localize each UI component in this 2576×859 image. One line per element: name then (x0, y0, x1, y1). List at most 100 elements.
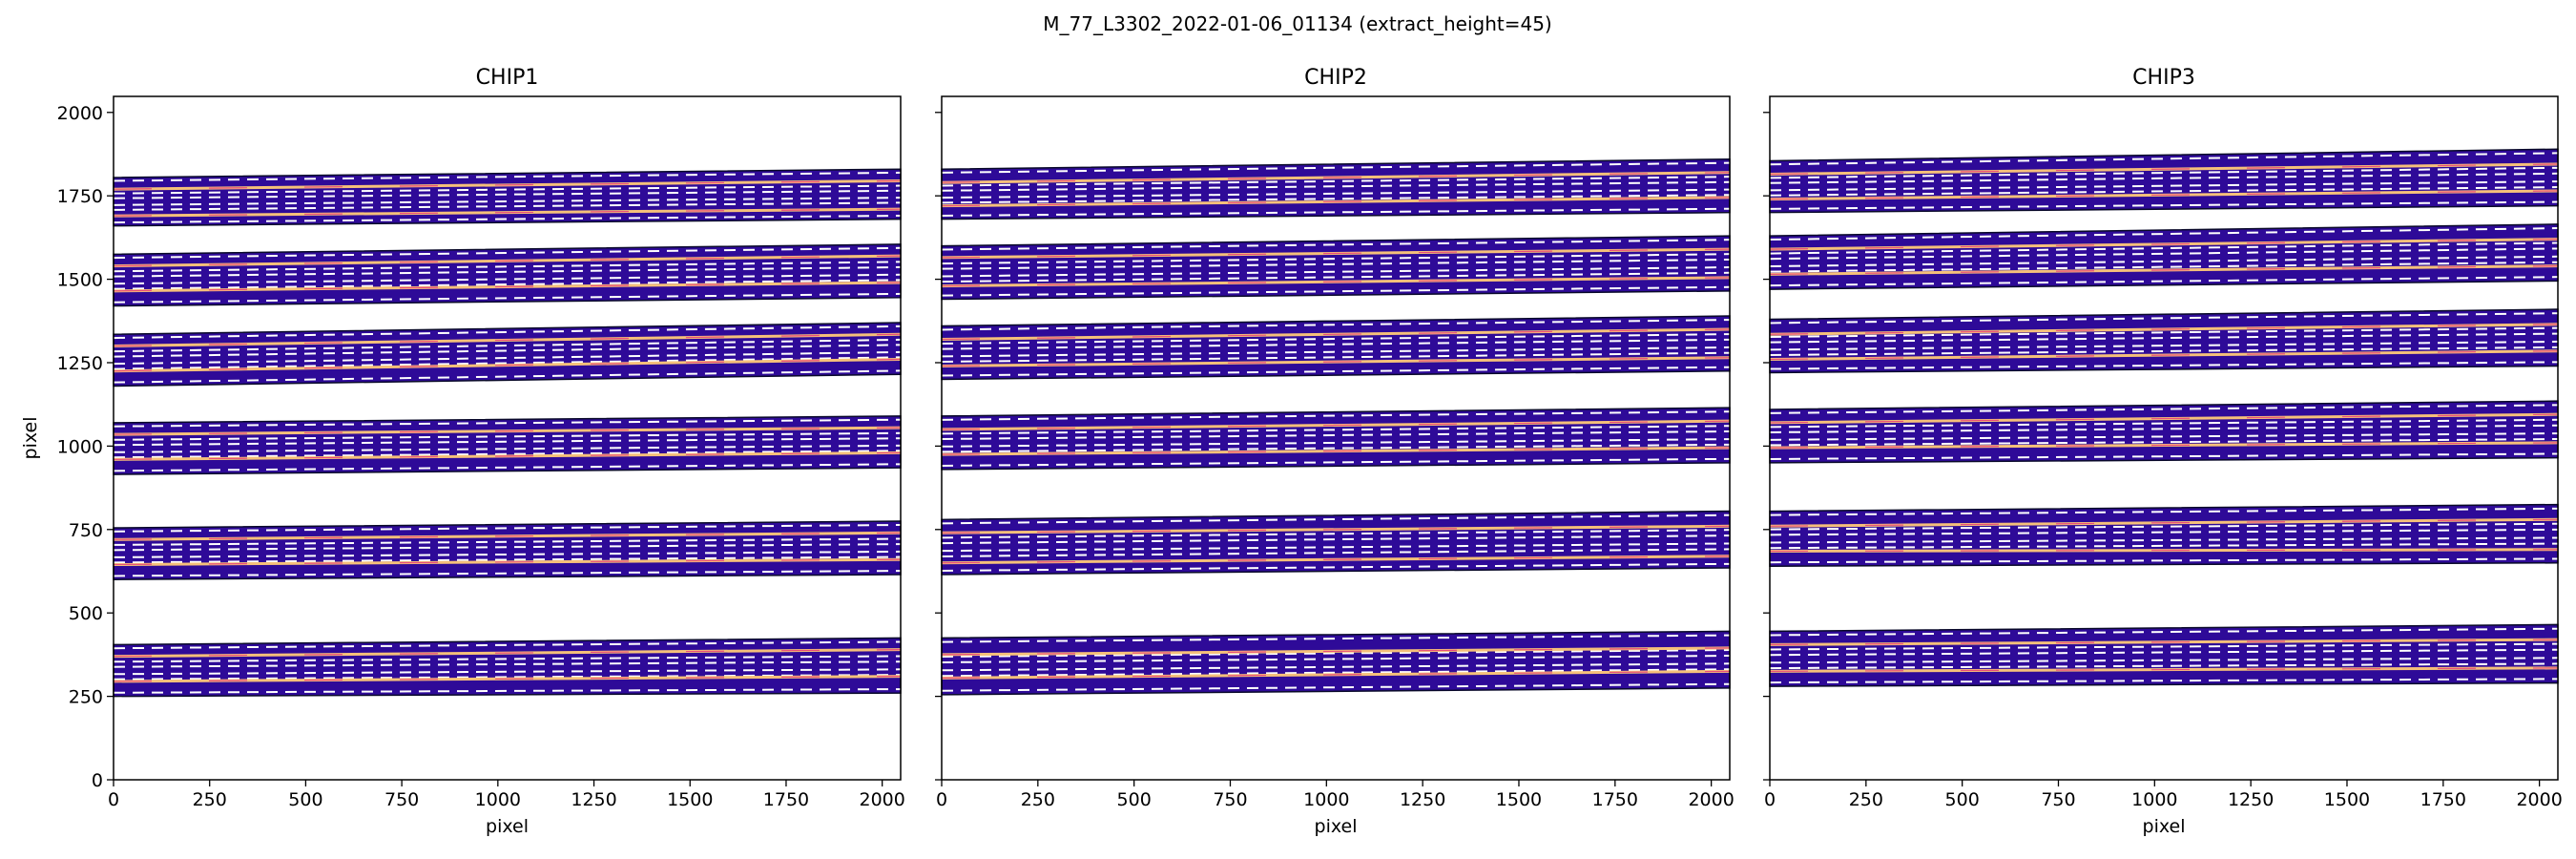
order-band (113, 168, 902, 227)
trace-center-line (113, 451, 902, 460)
extraction-edge-line (113, 261, 902, 273)
axes-frame (113, 95, 902, 781)
extraction-edge-line (113, 369, 902, 384)
trace-center-line (1769, 265, 2559, 275)
extraction-edge-line (113, 273, 902, 285)
extraction-edge-line (1769, 332, 2559, 344)
extraction-edge-line (113, 356, 902, 370)
extraction-edge-line (1769, 627, 2559, 637)
y-tick-label: 1000 (57, 436, 103, 457)
chip-panel-1: CHIP1 0 250 500 750 1000 1250 1500 1750 2000 0 250 5… (20, 66, 905, 837)
extraction-edge-line (941, 207, 1731, 217)
chip-panel-3: CHIP3 0 250 500 750 1000 1250 1500 1750 2000 pixel (1763, 66, 2563, 837)
x-tick-label: 1000 (2131, 789, 2177, 810)
trace-center-line (113, 179, 902, 190)
x-tick-label: 2000 (859, 789, 904, 810)
order-band (941, 510, 1731, 576)
extraction-edge-line (113, 570, 902, 577)
x-tick-label: 1500 (2324, 789, 2370, 810)
extraction-edge-line (941, 529, 1731, 539)
extraction-edge-line (113, 437, 902, 447)
x-tick-label: 1000 (1303, 789, 1349, 810)
extraction-edge-line (113, 171, 902, 182)
chip-title: CHIP2 (1304, 66, 1367, 90)
extraction-edge-line (941, 285, 1731, 297)
x-tick-label: 500 (1117, 789, 1152, 810)
trace-center-line (1769, 190, 2559, 200)
extraction-edge-line (941, 366, 1731, 377)
order-band (113, 322, 902, 388)
x-tick-label: 0 (1764, 789, 1776, 810)
extraction-edge-line (113, 523, 902, 533)
trace-center-line (941, 555, 1731, 564)
extraction-edge-line (1769, 346, 2559, 357)
trace-center-line (1769, 324, 2559, 335)
extraction-edge-line (941, 513, 1731, 525)
extraction-edge-line (1769, 180, 2559, 192)
order-band (1769, 223, 2559, 290)
extraction-edge-line (113, 214, 902, 224)
x-tick-label: 750 (1213, 789, 1247, 810)
extraction-edge-line (113, 463, 902, 472)
extraction-edge-line (941, 194, 1731, 204)
y-tick-label: 1500 (57, 270, 103, 291)
extraction-edge-line (1769, 432, 2559, 441)
extraction-edge-line (941, 319, 1731, 331)
extraction-edge-line (113, 543, 902, 552)
extraction-edge-line (941, 180, 1731, 192)
order-band (941, 315, 1731, 381)
trace-center-line (113, 358, 902, 372)
extraction-edge-line (113, 674, 902, 681)
trace-center-line (1769, 667, 2559, 672)
order-band (113, 415, 902, 475)
extraction-edge-line (1769, 648, 2559, 657)
extraction-edge-line (1769, 340, 2559, 351)
extraction-edge-line (113, 537, 902, 546)
x-tick-label: 1750 (2420, 789, 2466, 810)
extraction-edge-line (113, 418, 902, 428)
order-band (1769, 503, 2559, 568)
extraction-edge-line (941, 542, 1731, 553)
trace-center-line (113, 676, 902, 682)
order-band (941, 630, 1731, 696)
extraction-edge-line (1769, 528, 2559, 536)
y-axis-label: pixel (20, 417, 41, 460)
extraction-edge-line (113, 189, 902, 199)
axes-frame (941, 95, 1731, 781)
trace-center-line (941, 248, 1731, 259)
y-tick-label: 1250 (57, 353, 103, 374)
extraction-edge-line (941, 438, 1731, 448)
x-tick-label: 250 (193, 789, 227, 810)
extraction-edge-line (941, 668, 1731, 678)
extraction-edge-line (1769, 312, 2559, 325)
order-band (941, 157, 1731, 220)
x-tick-label: 1750 (1592, 789, 1638, 810)
extraction-edge-line (941, 654, 1731, 663)
x-tick-label: 500 (1945, 789, 1980, 810)
extraction-edge-line (1769, 522, 2559, 531)
extraction-edge-line (113, 668, 902, 676)
order-band (1769, 308, 2559, 374)
trace-center-line (1769, 549, 2559, 553)
trace-center-line (1769, 350, 2559, 361)
trace-center-line (941, 447, 1731, 455)
x-tick-label: 1500 (1496, 789, 1542, 810)
extraction-edge-line (941, 562, 1731, 572)
y-tick-label: 2000 (57, 103, 103, 124)
extraction-edge-line (113, 246, 902, 260)
extraction-edge-line (113, 325, 902, 340)
extraction-edge-line (941, 161, 1731, 174)
extraction-edge-line (1769, 418, 2559, 429)
x-tick-label: 750 (384, 789, 419, 810)
extraction-edge-line (941, 634, 1731, 643)
y-tick-label: 250 (69, 687, 103, 708)
trace-center-line (113, 532, 902, 540)
x-tick-label: 1250 (2228, 789, 2274, 810)
x-axis-label: pixel (2143, 816, 2186, 837)
trace-center-line (113, 333, 902, 347)
extraction-edge-line (941, 430, 1731, 440)
extraction-edge-line (1769, 200, 2559, 210)
extraction-edge-line (941, 188, 1731, 199)
extraction-edge-line (1769, 507, 2559, 516)
extraction-edge-line (113, 688, 902, 694)
